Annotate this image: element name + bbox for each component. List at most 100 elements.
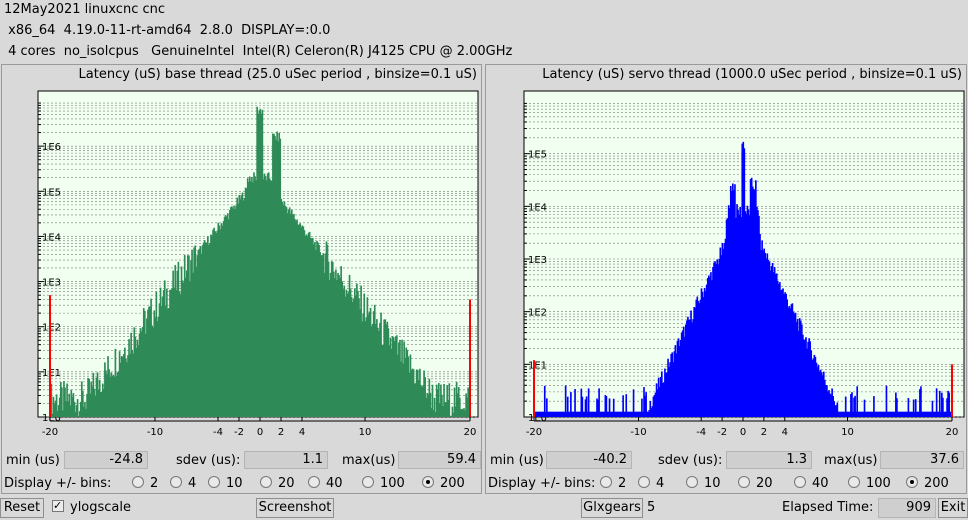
bins-option-40[interactable]: 40 [794,475,829,493]
y-tick-label: 1E2 [528,308,547,319]
hist-bar [78,411,81,417]
radio-icon[interactable] [362,476,374,488]
hist-bar [546,398,548,417]
hist-bar [421,387,423,417]
hist-bar [50,383,53,417]
hist-bar [687,316,689,417]
bins-option-label: 2 [618,476,627,491]
radio-icon[interactable] [638,476,650,488]
ylogscale-toggle[interactable]: ylogscale [52,497,131,517]
bins-option-2[interactable]: 2 [132,475,158,493]
hist-bar [353,288,356,417]
hist-bar [311,237,314,417]
hist-bar [786,299,789,417]
y-tick-label: 1E0 [42,413,61,424]
exit-button[interactable]: Exit [938,498,968,518]
hist-bar [842,411,845,417]
hist-bar [119,362,122,417]
hist-bar [380,312,382,417]
hist-bar [848,411,850,417]
hist-bar [844,396,847,417]
bins-option-40[interactable]: 40 [308,475,343,493]
radio-icon[interactable] [260,476,272,488]
bins-option-10[interactable]: 10 [208,475,243,493]
hist-bar [344,296,347,417]
hist-bar [606,411,609,417]
hist-bar [188,255,190,417]
hist-bar [770,266,773,417]
radio-icon[interactable] [208,476,220,488]
hist-bar [335,269,337,417]
hist-bar [59,381,62,417]
hist-bar [766,253,769,417]
hist-bar [559,411,562,417]
bins-option-200[interactable]: 200 [422,475,465,493]
hist-bar [634,411,637,417]
bins-option-label: 100 [866,476,891,491]
hist-bar [279,138,282,417]
hist-bar [320,255,323,417]
hist-bar [426,392,429,417]
hist-bar [302,226,305,417]
hist-bar [409,354,412,417]
x-tick-label: -4 [696,427,706,438]
hist-bar [451,406,454,417]
reset-button[interactable]: Reset [0,498,44,518]
hist-bar [389,337,392,417]
radio-icon[interactable] [170,476,182,488]
hist-bar [822,371,825,417]
hist-bar [760,250,762,417]
hist-bar [439,403,441,417]
hist-bar [602,411,605,417]
radio-icon[interactable] [848,476,860,488]
hist-bar [372,311,375,417]
hist-bar [83,406,85,417]
hist-bar [819,369,822,417]
hist-bar [407,356,410,417]
bins-option-200[interactable]: 200 [906,475,949,493]
hist-bar [280,198,283,417]
hist-bar [711,280,713,417]
hist-bar [757,210,759,417]
screenshot-button[interactable]: Screenshot [256,498,334,518]
glxgears-button[interactable]: Glxgears [581,498,643,518]
radio-icon[interactable] [738,476,750,488]
bins-option-2[interactable]: 2 [600,475,626,493]
radio-icon[interactable] [308,476,320,488]
ylogscale-checkbox[interactable] [52,497,64,515]
hist-bar [838,411,841,417]
radio-icon[interactable] [600,476,612,488]
hist-bar [647,411,650,417]
bins-option-100[interactable]: 100 [848,475,891,493]
hist-bar [79,401,82,417]
bins-option-4[interactable]: 4 [638,475,664,493]
hist-bar [587,388,590,417]
hist-bar [617,411,619,417]
bins-option-20[interactable]: 20 [738,475,773,493]
bins-option-4[interactable]: 4 [170,475,196,493]
radio-icon[interactable] [794,476,806,488]
radio-icon[interactable] [686,476,698,488]
bins-option-20[interactable]: 20 [260,475,295,493]
radio-icon[interactable] [422,476,434,488]
hist-bar [97,389,100,417]
radio-icon[interactable] [906,476,918,488]
hist-bar [108,369,110,417]
hist-bar [735,218,737,417]
hist-bar [857,411,860,417]
hist-bar [242,200,245,417]
radio-icon[interactable] [132,476,144,488]
bins-option-100[interactable]: 100 [362,475,405,493]
hist-bar [642,411,644,417]
hist-bar [861,411,864,417]
hist-bar [590,411,593,417]
hist-bar [398,342,400,417]
hist-bar [225,216,228,417]
hist-bar [867,411,870,417]
hist-bar [860,411,863,417]
hist-bar [65,401,67,417]
bins-option-10[interactable]: 10 [686,475,721,493]
hist-bar [122,354,125,417]
hist-bar [161,296,164,417]
hist-bar [825,384,827,417]
